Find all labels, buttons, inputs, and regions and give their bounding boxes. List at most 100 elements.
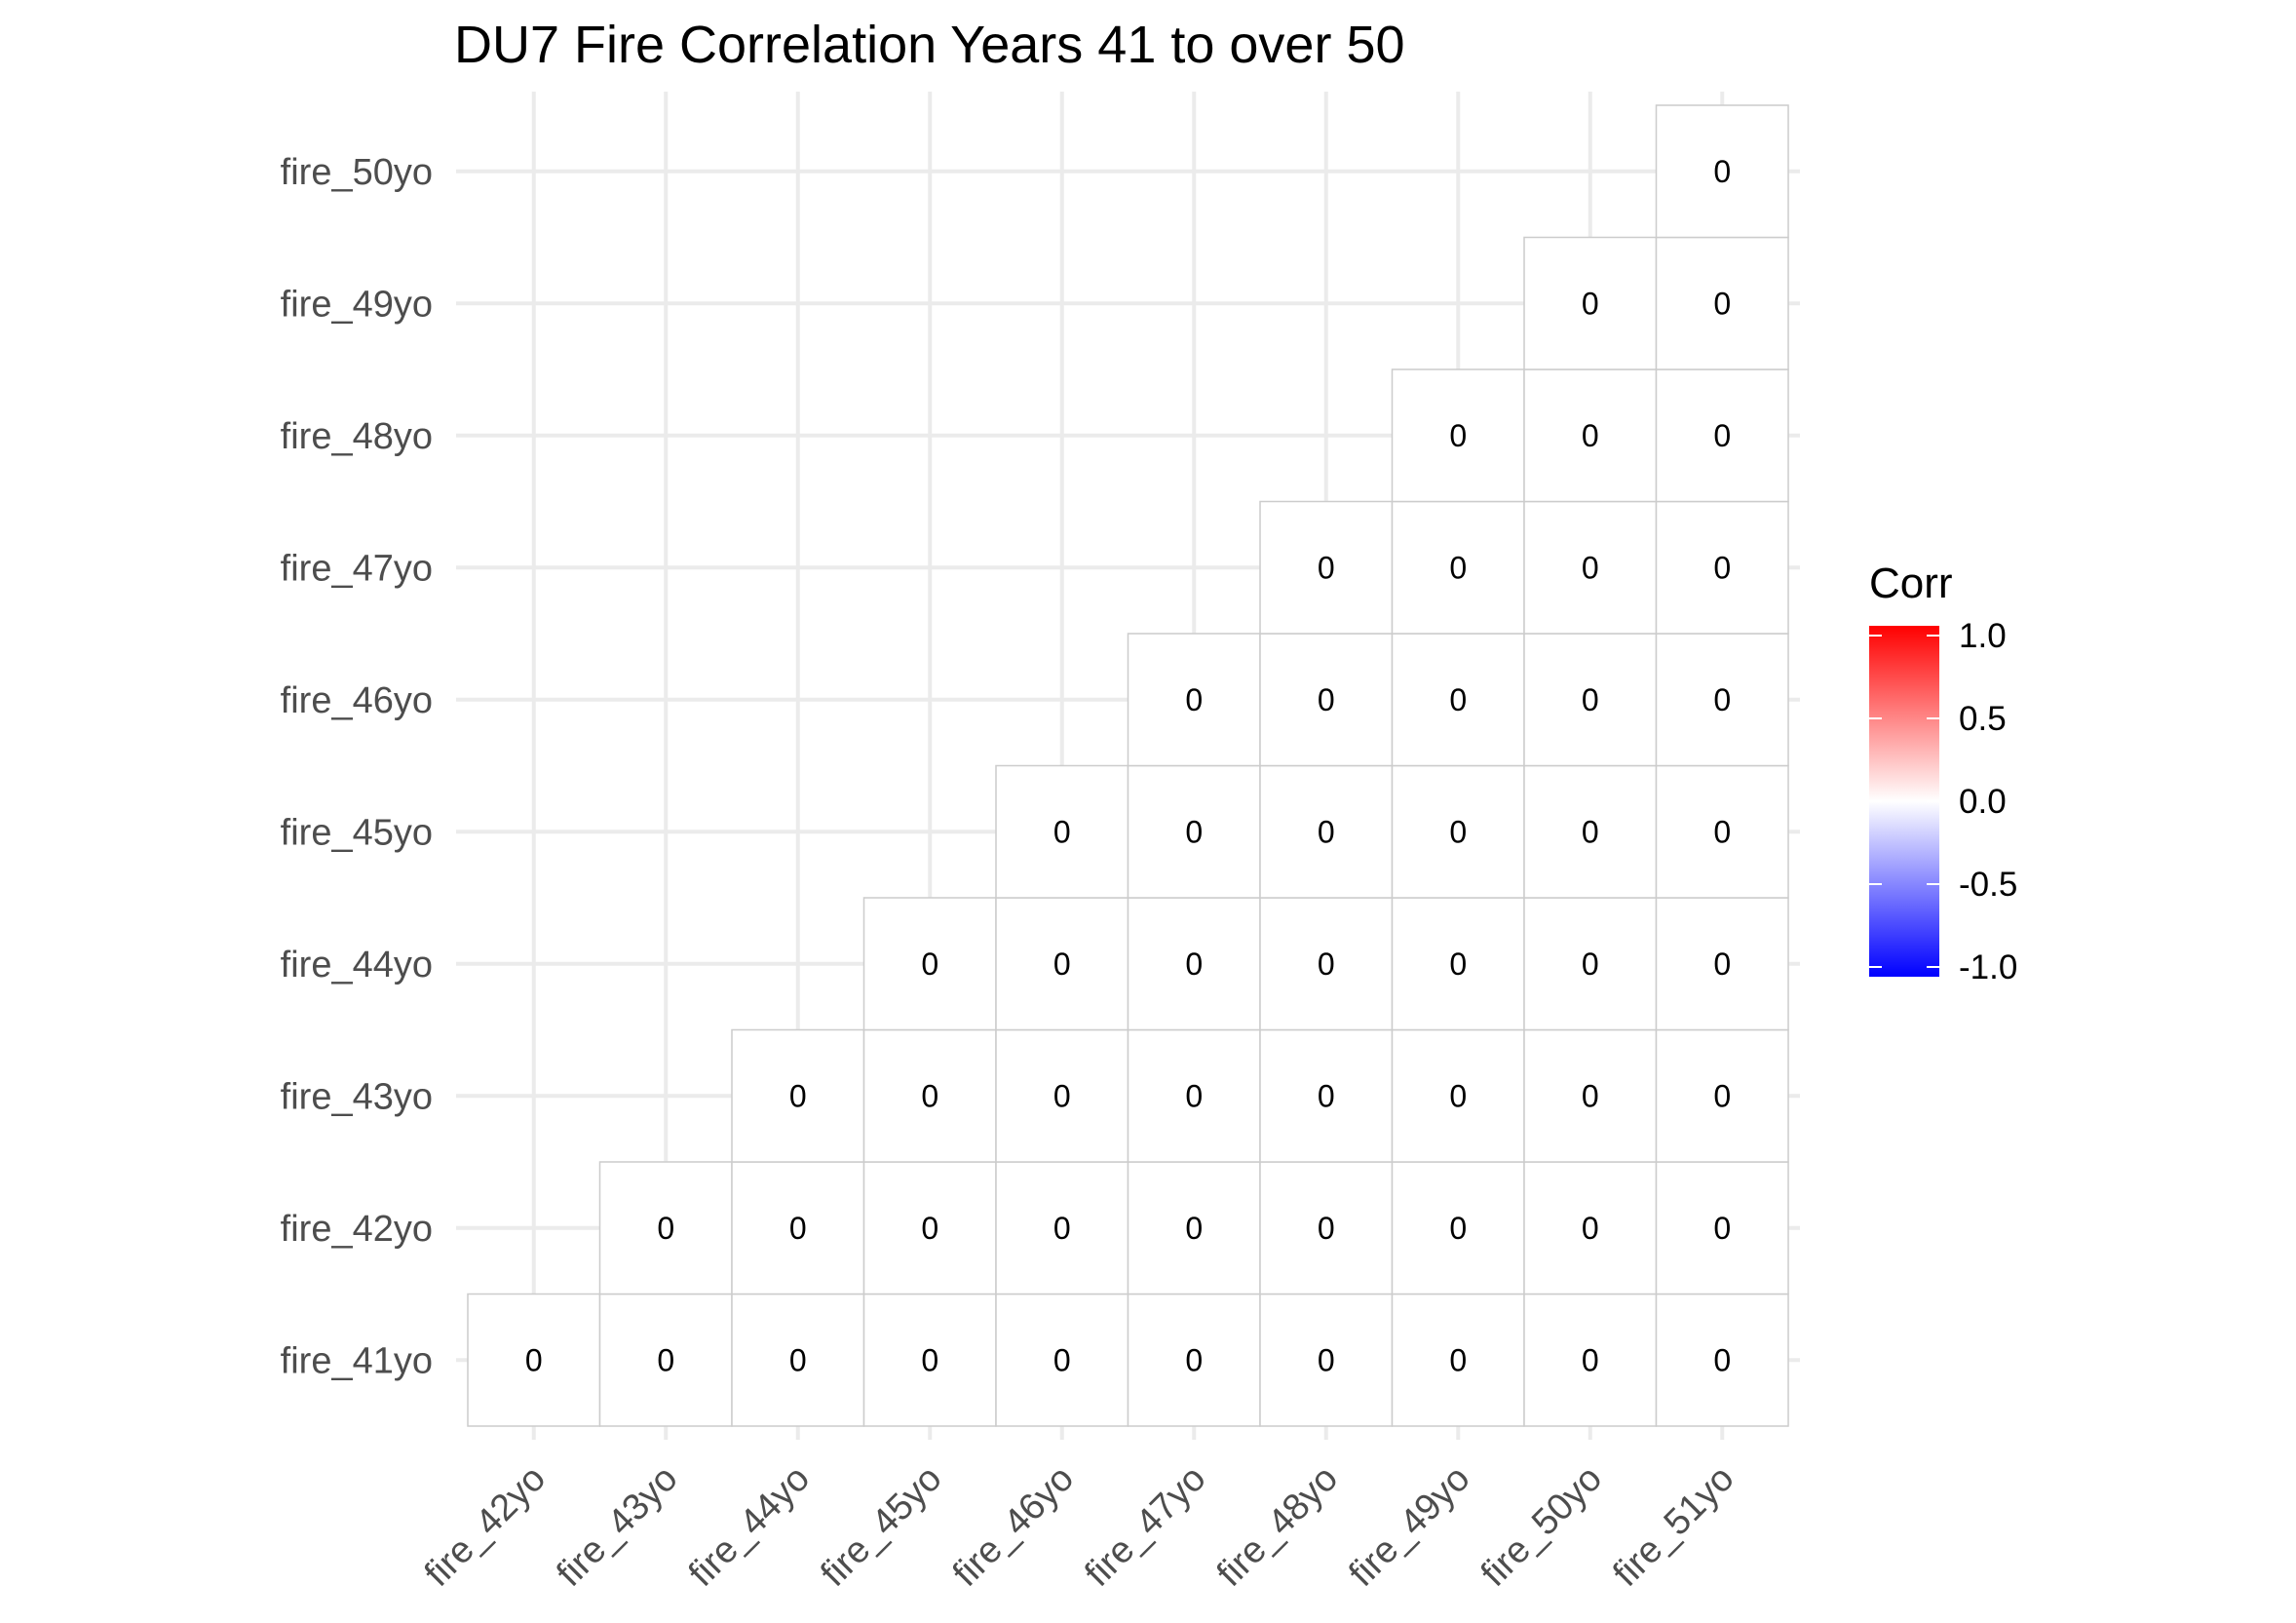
cell-value-label: 0 [1318,550,1335,585]
cell-value-label: 0 [921,1211,938,1246]
cell-value-label: 0 [1713,1342,1731,1377]
heatmap-cell-fire_43yo-fire_49yo [1391,1028,1525,1163]
cell-value-label: 0 [1318,814,1335,849]
heatmap-cell-fire_41yo-fire_50yo [1523,1293,1658,1427]
heatmap-cell-fire_43yo-fire_45yo [862,1028,997,1163]
x-tick-label: fire_45yo [813,1458,949,1595]
y-tick-label: fire_44yo [281,945,433,985]
cell-value-label: 0 [921,1342,938,1377]
heatmap-cell-fire_42yo-fire_46yo [995,1161,1129,1295]
cell-value-label: 0 [1185,1342,1203,1377]
heatmap-cell-fire_42yo-fire_44yo [731,1161,865,1295]
cell-value-label: 0 [1318,1342,1335,1377]
legend-tick-label: -0.5 [1959,866,2017,904]
x-tick-label: fire_48yo [1209,1458,1346,1595]
cell-value-label: 0 [789,1211,807,1246]
cell-value-label: 0 [1713,154,1731,189]
cell-value-label: 0 [1185,1211,1203,1246]
cell-value-label: 0 [1713,682,1731,717]
heatmap-cell-fire_45yo-fire_48yo [1259,764,1394,899]
y-tick-label: fire_49yo [281,284,433,325]
cell-value-label: 0 [1449,1342,1467,1377]
cell-value-label: 0 [1713,418,1731,453]
cell-value-label: 0 [657,1342,674,1377]
cell-value-label: 0 [1053,947,1071,982]
heatmap-cell-fire_49yo-fire_50yo [1523,236,1658,370]
heatmap-cell-fire_41yo-fire_49yo [1391,1293,1525,1427]
y-tick-label: fire_47yo [281,548,433,589]
cell-value-label: 0 [921,1078,938,1113]
heatmap-cell-fire_49yo-fire_51yo [1655,236,1789,370]
x-tick-label: fire_44yo [681,1458,818,1595]
heatmap-cell-fire_44yo-fire_48yo [1259,897,1394,1031]
cell-value-label: 0 [1582,1342,1599,1377]
heatmap-cell-fire_42yo-fire_43yo [598,1161,733,1295]
heatmap-cell-fire_42yo-fire_49yo [1391,1161,1525,1295]
heatmap-cell-fire_41yo-fire_42yo [467,1293,601,1427]
heatmap-cell-fire_44yo-fire_46yo [995,897,1129,1031]
cell-value-label: 0 [1582,286,1599,321]
heatmap-cell-fire_43yo-fire_44yo [731,1028,865,1163]
cell-value-label: 0 [1185,947,1203,982]
y-tick-label: fire_41yo [281,1340,433,1381]
cell-value-label: 0 [1185,1078,1203,1113]
heatmap-cell-fire_44yo-fire_45yo [862,897,997,1031]
y-axis-tick-labels: fire_41yo fire_42yo fire_43yo fire_44yo fire… [281,152,433,1382]
heatmap-cell-fire_47yo-fire_48yo [1259,500,1394,635]
heatmap-cell-fire_42yo-fire_48yo [1259,1161,1394,1295]
cell-labels: 0 0 0 0 0 0 0 0 0 0 0 0 0 0 0 0 0 0 0 0 0 0 0 0 0 0 0 0 0 0 0 0 0 0 0 0 0 0 0 0… [525,154,1731,1378]
heatmap-cell-fire_43yo-fire_51yo [1655,1028,1789,1163]
legend-tick-label: -1.0 [1959,948,2017,986]
heatmap-cell-fire_46yo-fire_50yo [1523,633,1658,767]
legend-tick-label: 0.0 [1959,783,2007,821]
cell-value-label: 0 [1713,1211,1731,1246]
cell-value-label: 0 [1449,682,1467,717]
cell-value-label: 0 [1053,1078,1071,1113]
x-tick-label: fire_51yo [1605,1458,1741,1595]
cell-value-label: 0 [1318,1078,1335,1113]
cell-value-label: 0 [1582,947,1599,982]
cell-value-label: 0 [1713,1078,1731,1113]
cell-value-label: 0 [1449,550,1467,585]
cell-value-label: 0 [1713,814,1731,849]
heatmap-cell-fire_44yo-fire_49yo [1391,897,1525,1031]
cell-value-label: 0 [1449,947,1467,982]
heatmap-tiles [467,104,1789,1427]
cell-value-label: 0 [1713,286,1731,321]
cell-value-label: 0 [789,1342,807,1377]
cell-value-label: 0 [1053,1342,1071,1377]
cell-value-label: 0 [1713,947,1731,982]
x-tick-label: fire_42yo [417,1458,554,1595]
x-tick-label: fire_47yo [1077,1458,1213,1595]
heatmap-cell-fire_50yo-fire_51yo [1655,104,1789,239]
cell-value-label: 0 [1713,550,1731,585]
cell-value-label: 0 [1582,418,1599,453]
y-tick-label: fire_50yo [281,152,433,193]
heatmap-cell-fire_41yo-fire_51yo [1655,1293,1789,1427]
cell-value-label: 0 [1449,1211,1467,1246]
heatmap-cell-fire_45yo-fire_49yo [1391,764,1525,899]
cell-value-label: 0 [1318,947,1335,982]
x-tick-label: fire_46yo [945,1458,1082,1595]
cell-value-label: 0 [1582,1078,1599,1113]
chart-title: DU7 Fire Correlation Years 41 to over 50 [454,16,1405,74]
heatmap-cell-fire_41yo-fire_46yo [995,1293,1129,1427]
heatmap-cell-fire_44yo-fire_51yo [1655,897,1789,1031]
heatmap-cell-fire_45yo-fire_50yo [1523,764,1658,899]
cell-value-label: 0 [1053,1211,1071,1246]
cell-value-label: 0 [789,1078,807,1113]
heatmap-cell-fire_48yo-fire_49yo [1391,368,1525,503]
cell-value-label: 0 [1582,814,1599,849]
heatmap-cell-fire_48yo-fire_51yo [1655,368,1789,503]
heatmap-cell-fire_44yo-fire_47yo [1127,897,1261,1031]
cell-value-label: 0 [1449,1078,1467,1113]
heatmap-cell-fire_42yo-fire_45yo [862,1161,997,1295]
heatmap-cell-fire_46yo-fire_48yo [1259,633,1394,767]
cell-value-label: 0 [1318,682,1335,717]
heatmap-cell-fire_42yo-fire_47yo [1127,1161,1261,1295]
cell-value-label: 0 [1449,814,1467,849]
heatmap-cell-fire_41yo-fire_44yo [731,1293,865,1427]
legend-title: Corr [1869,560,1953,607]
cell-value-label: 0 [1449,418,1467,453]
